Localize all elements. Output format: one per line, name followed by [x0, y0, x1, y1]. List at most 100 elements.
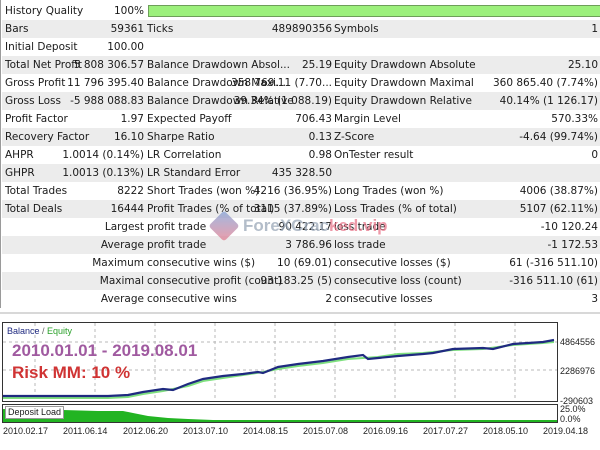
label-col2: Short Trades (won %) — [147, 185, 260, 197]
y-axis-label-bottom: -290603 — [560, 396, 594, 406]
value-col3: -1 172.53 — [547, 239, 598, 251]
label-col3: Z-Score — [334, 131, 375, 143]
y-axis-label-mid: 2286976 — [560, 366, 596, 376]
label-col1: Gross Loss — [5, 95, 61, 107]
value-col1: 11 796 395.40 — [67, 77, 144, 89]
value-col1: 5 808 306.57 — [73, 59, 144, 71]
label-col3: consecutive losses — [334, 293, 433, 305]
label-col2: Expected Payoff — [147, 113, 232, 125]
x-axis-label: 2016.09.16 — [363, 426, 409, 436]
label-col1: Bars — [5, 23, 29, 35]
label-col3: loss trade — [334, 239, 386, 251]
value-col1: 100.00 — [107, 41, 144, 53]
label-col1: Total Net Profit — [5, 59, 83, 71]
value-col2 — [202, 2, 332, 20]
value-col2: 0.98 — [308, 149, 332, 161]
value-col2: 39.34% (1 088.19) — [233, 95, 332, 107]
report-row: Average profit trade 3 786.96 loss trade -1 … — [2, 236, 600, 254]
report-row: Recovery Factor 16.10 Sharpe Ratio 0.13 Z-Sc… — [2, 128, 600, 146]
value-col1: -5 988 088.83 — [70, 95, 144, 107]
value-col2: 4216 (36.95%) — [253, 185, 332, 197]
value-col2: 0.13 — [308, 131, 332, 143]
x-axis-label: 2015.07.08 — [303, 426, 349, 436]
label-col2: Profit Trades (% of total) — [147, 203, 275, 215]
report-row: Total Trades 8222 Short Trades (won %) 4216… — [2, 182, 600, 200]
x-axis-label: 2012.06.20 — [123, 426, 169, 436]
x-axis-label: 2018.05.10 — [483, 426, 529, 436]
label-col1: Recovery Factor — [5, 131, 90, 143]
value-col3: 4006 (38.87%) — [519, 185, 598, 197]
x-axis-label: 2014.08.15 — [243, 426, 289, 436]
value-col2: 489890356 — [271, 23, 332, 35]
value-col1: 100% — [113, 5, 144, 17]
value-col2: 2 — [325, 293, 332, 305]
label-col2: profit trade — [147, 221, 207, 233]
deposit-y-label-bottom: 0.0% — [560, 414, 581, 424]
x-axis-label: 2019.04.18 — [543, 426, 589, 436]
value-col1: 1.97 — [120, 113, 144, 125]
value-col3: -10 120.24 — [540, 221, 598, 233]
label-col3: Symbols — [334, 23, 379, 35]
value-col2: 358 769.11 (7.70... — [231, 77, 332, 89]
deposit-load-label: Deposit Load — [5, 406, 65, 419]
report-row: Maximal consecutive profit (count) 93 183.… — [2, 272, 600, 290]
value-col3: 25.10 — [567, 59, 598, 71]
value-col3: 5107 (62.11%) — [519, 203, 598, 215]
report-row: Total Deals 16444 Profit Trades (% of tota… — [2, 200, 600, 218]
value-col1: Largest — [104, 221, 144, 233]
value-col3 — [442, 2, 598, 20]
report-row: AHPR 1.0014 (0.14%) LR Correlation 0.98 OnTe… — [2, 146, 600, 164]
value-col2: 3 786.96 — [285, 239, 332, 251]
label-col1: Total Trades — [5, 185, 68, 197]
y-axis-label-top: 4864556 — [560, 337, 596, 347]
label-col3: Equity Drawdown Relative — [334, 95, 472, 107]
report-row: Bars 59361 Ticks 489890356 Symbols 1 — [2, 20, 600, 38]
value-col3 — [442, 164, 598, 182]
value-col1: 59361 — [110, 23, 144, 35]
label-col3: Long Trades (won %) — [334, 185, 444, 197]
label-col2: Ticks — [147, 23, 174, 35]
label-col1: History Quality — [5, 5, 84, 17]
chart-legend: Balance / Equity — [7, 326, 73, 336]
value-col2: 90 422.17 — [278, 221, 332, 233]
value-col3: 570.33% — [551, 113, 598, 125]
report-row: Total Net Profit 5 808 306.57 Balance Draw… — [2, 56, 600, 74]
label-col2: Sharpe Ratio — [147, 131, 215, 143]
label-col2: LR Correlation — [147, 149, 222, 161]
value-col2: 435 328.50 — [271, 167, 332, 179]
label-col3: consecutive loss (count) — [334, 275, 462, 287]
value-col1: 8222 — [117, 185, 144, 197]
value-col3: -4.64 (99.74%) — [519, 131, 598, 143]
deposit-load-chart[interactable]: Deposit Load — [2, 404, 558, 423]
value-col1: Average — [100, 239, 144, 251]
label-col1: AHPR — [5, 149, 34, 161]
report-row: Maximum consecutive wins ($) 10 (69.01) con… — [2, 254, 600, 272]
value-col1: 1.0014 (0.14%) — [62, 149, 144, 161]
label-col3: Equity Drawdown Maximal — [334, 77, 474, 89]
label-col1: Gross Profit — [5, 77, 66, 89]
value-col1: Maximum — [92, 257, 144, 269]
value-col2 — [202, 38, 332, 56]
report-row: History Quality 100% — [2, 2, 600, 20]
value-col3: 0 — [591, 149, 598, 161]
value-col1: 1.0013 (0.13%) — [62, 167, 144, 179]
section-divider — [0, 312, 600, 314]
label-col1: Profit Factor — [5, 113, 68, 125]
value-col1: Average — [100, 293, 144, 305]
label-col3: Loss Trades (% of total) — [334, 203, 457, 215]
label-col2: profit trade — [147, 239, 207, 251]
label-col3: OnTester result — [334, 149, 414, 161]
legend-balance: Balance — [7, 326, 40, 336]
value-col1: 16.10 — [113, 131, 144, 143]
history-quality-bar — [148, 5, 600, 17]
report-row: Gross Profit 11 796 395.40 Balance Drawdow… — [2, 74, 600, 92]
balance-equity-chart[interactable]: Balance / Equity 2010.01.01 - 2019.08.01… — [2, 322, 558, 402]
report-row: Largest profit trade 90 422.17 loss trade -1… — [2, 218, 600, 236]
label-col3: Equity Drawdown Absolute — [334, 59, 476, 71]
label-col2: consecutive wins — [147, 293, 237, 305]
value-col3: -316 511.10 (61) — [509, 275, 598, 287]
value-col1: Maximal — [99, 275, 144, 287]
label-col1: Initial Deposit — [5, 41, 78, 53]
value-col2: 706.43 — [295, 113, 332, 125]
value-col3 — [442, 38, 598, 56]
